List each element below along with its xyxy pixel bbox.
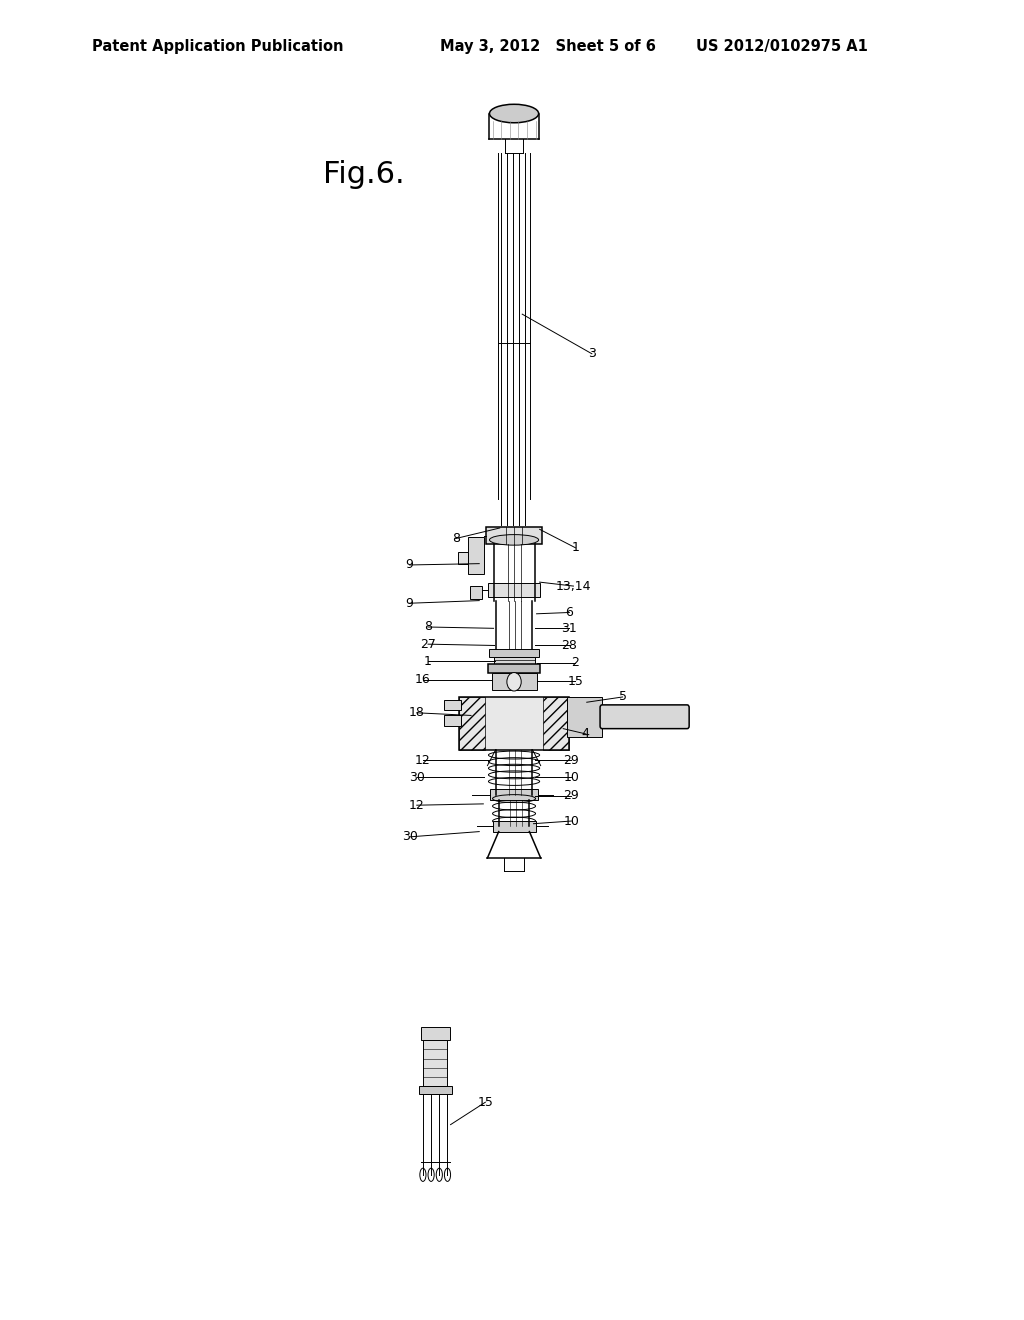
- Bar: [419, 1086, 452, 1094]
- Circle shape: [507, 672, 521, 692]
- Text: 27: 27: [420, 638, 436, 651]
- Text: 29: 29: [563, 754, 580, 767]
- Text: 5: 5: [618, 690, 627, 704]
- Bar: [567, 700, 584, 710]
- Text: 6: 6: [565, 606, 573, 619]
- Text: 8: 8: [452, 532, 460, 545]
- Bar: [488, 583, 540, 597]
- Bar: [459, 697, 485, 750]
- Text: 1: 1: [571, 541, 580, 554]
- Text: 8: 8: [424, 620, 432, 634]
- Text: 12: 12: [409, 799, 425, 812]
- Text: Patent Application Publication: Patent Application Publication: [92, 40, 344, 54]
- Text: 28: 28: [561, 639, 578, 652]
- FancyBboxPatch shape: [600, 705, 689, 729]
- Text: 12: 12: [415, 754, 431, 767]
- Text: 9: 9: [406, 597, 414, 610]
- Bar: [444, 715, 461, 726]
- Bar: [492, 673, 537, 690]
- Text: 30: 30: [401, 830, 418, 843]
- Text: 18: 18: [409, 706, 425, 719]
- Text: May 3, 2012   Sheet 5 of 6: May 3, 2012 Sheet 5 of 6: [440, 40, 656, 54]
- Text: 15: 15: [477, 1096, 494, 1109]
- Bar: [459, 697, 569, 750]
- Text: 1: 1: [424, 655, 432, 668]
- Text: 10: 10: [563, 814, 580, 828]
- Text: 10: 10: [563, 771, 580, 784]
- Bar: [444, 700, 461, 710]
- Text: 4: 4: [582, 727, 590, 741]
- Bar: [567, 697, 602, 737]
- Bar: [493, 821, 536, 832]
- Bar: [567, 715, 584, 726]
- Bar: [423, 1040, 447, 1086]
- Text: 30: 30: [409, 771, 425, 784]
- Text: 3: 3: [588, 347, 596, 360]
- Bar: [468, 537, 484, 574]
- Bar: [486, 527, 542, 544]
- Bar: [458, 552, 468, 564]
- Ellipse shape: [489, 535, 539, 545]
- Ellipse shape: [489, 104, 539, 123]
- Text: 16: 16: [415, 673, 431, 686]
- Text: US 2012/0102975 A1: US 2012/0102975 A1: [696, 40, 868, 54]
- Text: 13,14: 13,14: [556, 579, 591, 593]
- Text: 9: 9: [406, 558, 414, 572]
- Text: 15: 15: [567, 675, 584, 688]
- Bar: [494, 657, 535, 664]
- Bar: [489, 649, 539, 657]
- Bar: [421, 1027, 450, 1040]
- Text: Fig.6.: Fig.6.: [323, 160, 404, 189]
- Bar: [490, 789, 538, 800]
- Bar: [543, 697, 569, 750]
- Text: 29: 29: [563, 789, 580, 803]
- Text: 2: 2: [571, 656, 580, 669]
- Bar: [488, 664, 540, 673]
- Text: 31: 31: [561, 622, 578, 635]
- Bar: [470, 586, 482, 599]
